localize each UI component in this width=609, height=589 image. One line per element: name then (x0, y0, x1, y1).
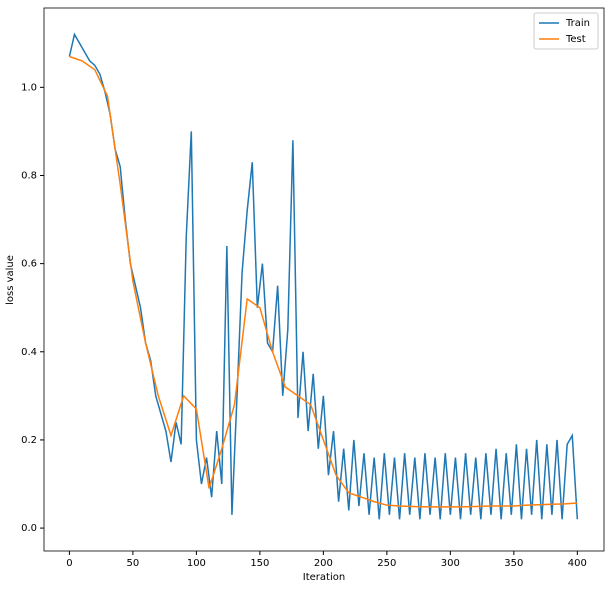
x-tick-label: 150 (250, 558, 269, 569)
y-axis-label: loss value (5, 255, 16, 305)
y-tick-label: 1.0 (21, 82, 37, 93)
line-series (69, 55, 578, 508)
x-tick-label: 250 (377, 558, 396, 569)
y-tick-label: 0.4 (21, 347, 37, 358)
legend-label: Train (565, 18, 590, 29)
x-tick-label: 0 (66, 558, 72, 569)
y-tick-label: 0.8 (21, 170, 37, 181)
x-tick-label: 400 (568, 558, 587, 569)
y-tick-label: 0.2 (21, 435, 37, 446)
legend-label: Test (565, 34, 586, 45)
plot-frame (43, 7, 605, 552)
x-tick-label: 300 (441, 558, 460, 569)
y-tick-label: 0.6 (21, 259, 37, 270)
x-tick-label: 100 (187, 558, 206, 569)
x-tick-label: 200 (314, 558, 333, 569)
x-axis-label: Iteration (303, 572, 345, 583)
y-tick-label: 0.0 (21, 523, 37, 534)
x-tick-label: 50 (127, 558, 140, 569)
legend-box (533, 12, 599, 50)
x-tick-label: 350 (504, 558, 523, 569)
line-series (68, 32, 579, 520)
